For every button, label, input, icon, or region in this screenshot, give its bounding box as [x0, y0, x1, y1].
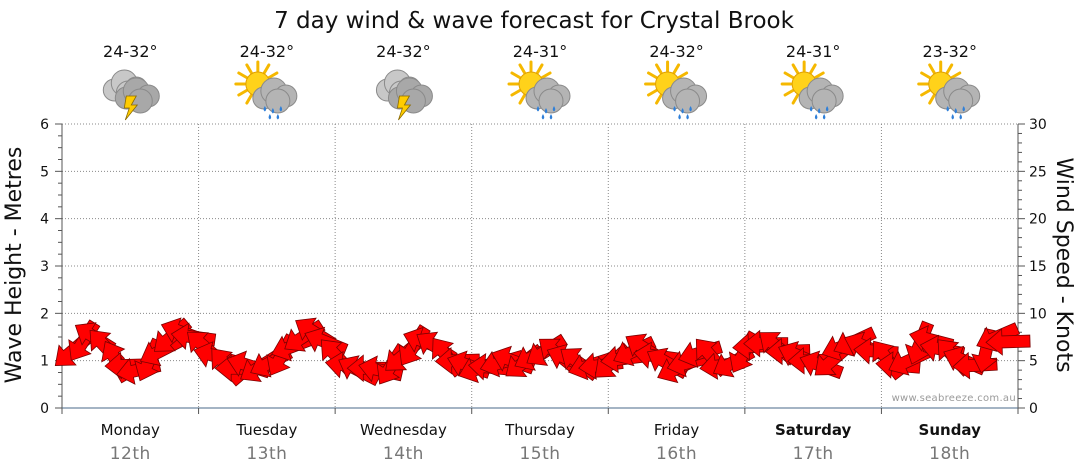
sun-cloud-rain-icon — [507, 60, 571, 120]
left-tick-label: 0 — [40, 401, 49, 417]
sun-cloud-rain-icon — [234, 60, 298, 120]
day-temperature: 24-31° — [513, 42, 568, 61]
day-temperature: 24-32° — [240, 42, 295, 61]
right-tick-label: 30 — [1029, 117, 1047, 133]
x-tick-label-date: 16th — [656, 444, 697, 464]
right-tick-label: 10 — [1029, 306, 1047, 322]
x-tick-label-day: Saturday — [775, 421, 852, 439]
sun-cloud-rain-icon — [644, 60, 708, 120]
right-tick-label: 5 — [1029, 354, 1038, 370]
day-temperature: 24-31° — [786, 42, 841, 61]
left-tick-label: 2 — [40, 306, 49, 322]
x-tick-label-date: 18th — [929, 444, 970, 464]
sun-cloud-rain-icon — [917, 60, 981, 120]
storm-cloud-icon — [102, 69, 160, 121]
day-headers: 24-32° Monday 12th 24-32° Tuesday 13th 24-32° W… — [101, 42, 981, 464]
right-tick-label: 0 — [1029, 401, 1038, 417]
right-axis-title: Wind Speed - Knots — [1051, 157, 1076, 372]
credit-text: www.seabreeze.com.au — [892, 393, 1016, 404]
storm-cloud-icon — [375, 69, 433, 121]
right-tick-label: 25 — [1029, 164, 1047, 180]
day-temperature: 23-32° — [922, 42, 977, 61]
x-tick-label-day: Sunday — [919, 421, 982, 439]
x-tick-label-date: 15th — [519, 444, 560, 464]
right-tick-label: 20 — [1029, 212, 1047, 228]
day-temperature: 24-32° — [103, 42, 158, 61]
day-temperature: 24-32° — [376, 42, 431, 61]
day-temperature: 24-32° — [649, 42, 704, 61]
left-axis-title: Wave Height - Metres — [2, 147, 27, 384]
right-tick-label: 15 — [1029, 259, 1047, 275]
x-tick-label-day: Wednesday — [360, 421, 447, 439]
chart-title: 7 day wind & wave forecast for Crystal B… — [274, 8, 795, 34]
left-tick-label: 6 — [40, 117, 49, 133]
wind-arrows-series — [54, 317, 1031, 387]
left-tick-label: 3 — [40, 259, 49, 275]
x-tick-label-date: 13th — [246, 444, 287, 464]
x-tick-label-date: 12th — [110, 444, 151, 464]
x-tick-label-date: 14th — [383, 444, 424, 464]
x-tick-label-date: 17th — [793, 444, 834, 464]
left-tick-label: 1 — [40, 354, 49, 370]
wind-arrow — [985, 328, 1031, 356]
left-tick-label: 5 — [40, 164, 49, 180]
x-tick-label-day: Tuesday — [235, 421, 297, 439]
x-tick-label-day: Monday — [101, 421, 160, 439]
x-tick-label-day: Thursday — [504, 421, 575, 439]
sun-cloud-rain-icon — [780, 60, 844, 120]
x-tick-label-day: Friday — [654, 421, 700, 439]
left-tick-label: 4 — [40, 212, 49, 228]
axes: 0 1 2 3 4 5 6 0 5 10 15 20 25 30 — [40, 117, 1047, 417]
